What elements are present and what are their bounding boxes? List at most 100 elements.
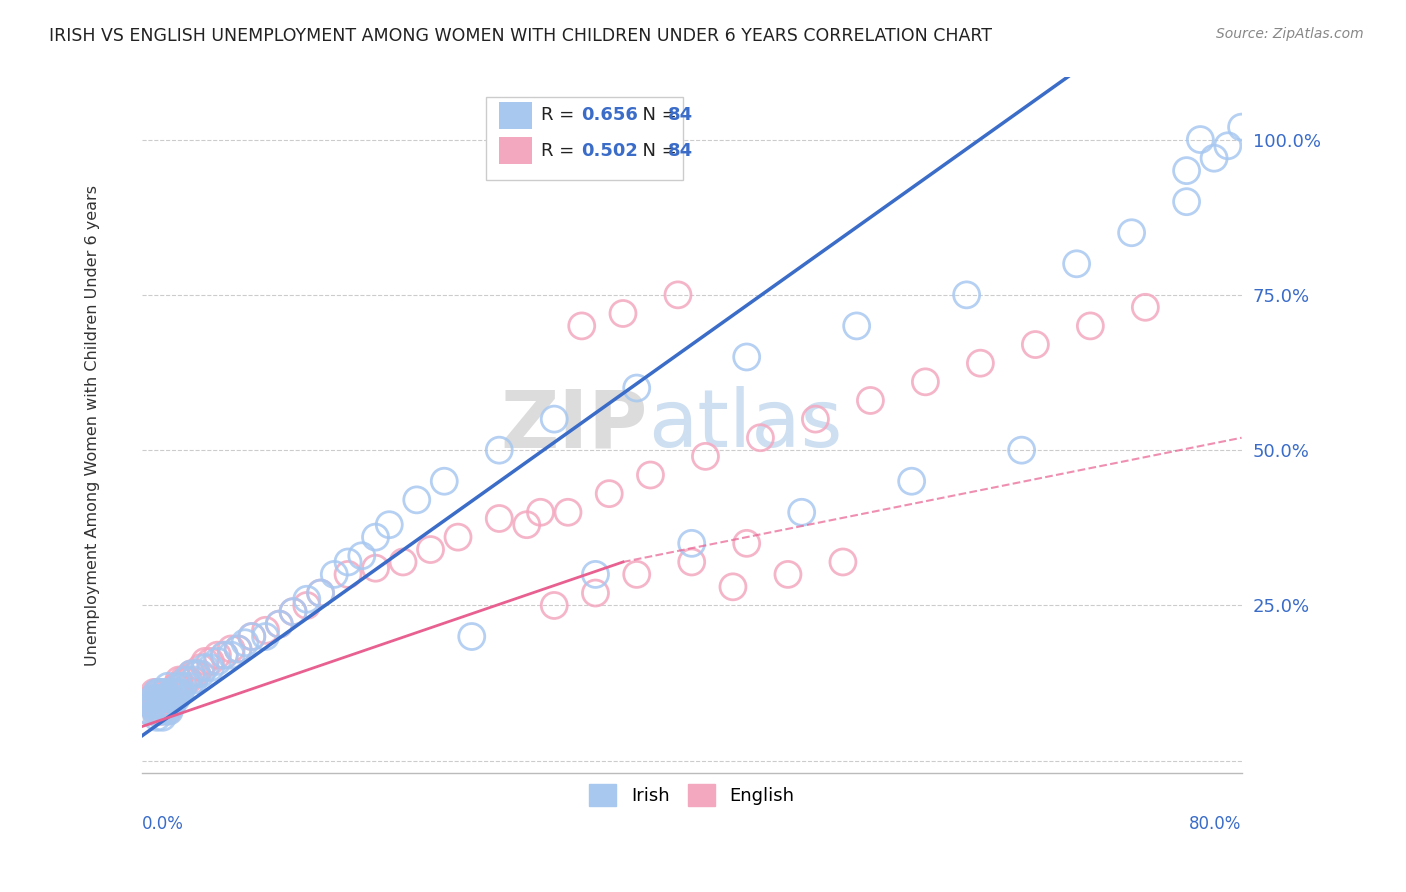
Point bbox=[190, 666, 212, 681]
Point bbox=[695, 450, 717, 464]
Point bbox=[914, 375, 936, 389]
Point bbox=[281, 605, 304, 619]
Point bbox=[152, 698, 174, 712]
Text: 0.656: 0.656 bbox=[581, 106, 637, 125]
Text: ZIP: ZIP bbox=[501, 386, 648, 465]
Point bbox=[269, 617, 291, 632]
Point bbox=[156, 698, 179, 712]
Point bbox=[269, 617, 291, 632]
Point bbox=[1189, 132, 1212, 146]
Point bbox=[157, 691, 180, 706]
Point bbox=[156, 691, 179, 706]
Point bbox=[1175, 163, 1198, 178]
Point bbox=[666, 288, 689, 302]
Text: 84: 84 bbox=[668, 106, 693, 125]
Point bbox=[150, 704, 173, 718]
Text: N =: N = bbox=[631, 142, 683, 160]
Point bbox=[157, 704, 180, 718]
Point bbox=[626, 381, 648, 395]
Point bbox=[166, 679, 188, 693]
Point bbox=[160, 698, 183, 712]
Point bbox=[177, 679, 200, 693]
Text: R =: R = bbox=[541, 106, 581, 125]
Point bbox=[142, 698, 165, 712]
Point bbox=[149, 685, 172, 699]
Point bbox=[160, 685, 183, 699]
Point bbox=[141, 691, 163, 706]
Point bbox=[142, 691, 165, 706]
Point bbox=[612, 306, 634, 320]
Text: R =: R = bbox=[541, 142, 581, 160]
Point bbox=[162, 685, 184, 699]
Point bbox=[832, 555, 855, 569]
Point bbox=[153, 698, 176, 712]
Point bbox=[214, 648, 236, 662]
Point bbox=[162, 691, 184, 706]
Point bbox=[735, 536, 758, 550]
Point bbox=[152, 691, 174, 706]
Point bbox=[956, 288, 979, 302]
Point bbox=[447, 530, 470, 544]
Point bbox=[153, 691, 176, 706]
Text: IRISH VS ENGLISH UNEMPLOYMENT AMONG WOMEN WITH CHILDREN UNDER 6 YEARS CORRELATIO: IRISH VS ENGLISH UNEMPLOYMENT AMONG WOME… bbox=[49, 27, 993, 45]
Point bbox=[148, 691, 170, 706]
Point bbox=[405, 492, 427, 507]
Point bbox=[165, 679, 187, 693]
Point bbox=[433, 474, 456, 488]
Point bbox=[166, 685, 188, 699]
Point bbox=[149, 698, 172, 712]
Point bbox=[1216, 138, 1239, 153]
Text: 80.0%: 80.0% bbox=[1189, 815, 1241, 833]
Point bbox=[681, 555, 703, 569]
Point bbox=[186, 666, 208, 681]
Point bbox=[254, 630, 277, 644]
Point bbox=[295, 592, 318, 607]
Point bbox=[1121, 226, 1143, 240]
Point bbox=[969, 356, 991, 370]
Point bbox=[337, 567, 360, 582]
Text: 84: 84 bbox=[668, 142, 693, 160]
Point bbox=[145, 691, 167, 706]
Point bbox=[309, 586, 332, 600]
Point bbox=[153, 698, 176, 712]
Point bbox=[156, 679, 179, 693]
Point bbox=[1135, 300, 1157, 314]
Point bbox=[585, 586, 607, 600]
Point bbox=[364, 561, 387, 575]
Point bbox=[146, 698, 169, 712]
Point bbox=[488, 511, 510, 525]
Point bbox=[207, 648, 229, 662]
Point bbox=[177, 673, 200, 687]
Point bbox=[172, 673, 194, 687]
Point bbox=[180, 666, 202, 681]
Text: atlas: atlas bbox=[648, 386, 842, 465]
Point bbox=[845, 318, 868, 333]
Point bbox=[281, 605, 304, 619]
Point bbox=[585, 567, 607, 582]
Point bbox=[571, 318, 593, 333]
Point bbox=[159, 685, 181, 699]
Point bbox=[194, 654, 217, 668]
Point bbox=[488, 443, 510, 458]
Point bbox=[148, 704, 170, 718]
Point bbox=[598, 486, 620, 500]
Point bbox=[200, 660, 222, 674]
Point bbox=[254, 624, 277, 638]
Point bbox=[153, 698, 176, 712]
Text: 0.502: 0.502 bbox=[581, 142, 637, 160]
Point bbox=[1080, 318, 1102, 333]
Point bbox=[145, 704, 167, 718]
Point bbox=[557, 505, 579, 519]
Point bbox=[790, 505, 813, 519]
Legend: Irish, English: Irish, English bbox=[582, 776, 801, 813]
Point bbox=[419, 542, 441, 557]
Point bbox=[152, 685, 174, 699]
Point bbox=[859, 393, 882, 408]
Point bbox=[309, 586, 332, 600]
Point bbox=[145, 691, 167, 706]
Point bbox=[146, 685, 169, 699]
Point bbox=[165, 691, 187, 706]
Point bbox=[163, 685, 186, 699]
Point bbox=[776, 567, 799, 582]
Point bbox=[529, 505, 551, 519]
